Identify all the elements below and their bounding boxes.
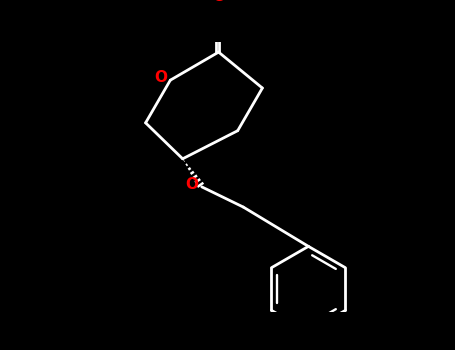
Text: O: O <box>154 70 167 85</box>
Text: O: O <box>212 0 225 4</box>
Text: O: O <box>186 177 198 192</box>
